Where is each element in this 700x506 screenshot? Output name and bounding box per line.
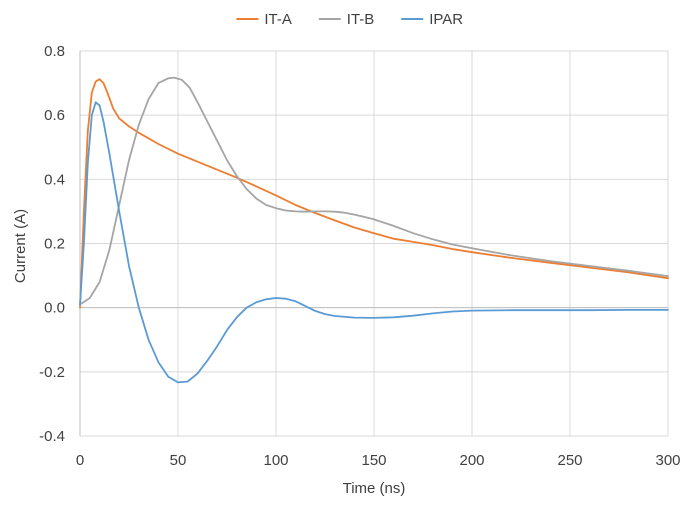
x-tick-label: 0 [76,452,84,469]
x-tick-label: 300 [655,452,680,469]
y-tick-label: 0.0 [44,300,65,317]
x-tick-label: 50 [170,452,187,469]
x-tick-label: 150 [361,452,386,469]
series-line-it-b [79,76,669,306]
series-lines [79,76,669,384]
x-tick-label: 200 [459,452,484,469]
tick-labels: 0 50 100 150 200 250 300 -0.4 -0.2 0.0 0.2 0.4 0.6 0.… [39,43,680,469]
series-line-ipar [79,101,669,384]
series-line-it-a [79,78,669,309]
x-tick-label: 100 [263,452,288,469]
legend-label-ipar: IPAR [429,11,463,28]
y-tick-label: -0.4 [39,428,65,445]
y-tick-label: 0.4 [44,171,65,188]
y-tick-label: -0.2 [39,364,65,381]
axes [79,51,668,436]
x-tick-label: 250 [557,452,582,469]
y-tick-label: 0.6 [44,107,65,124]
y-tick-label: 0.2 [44,236,65,253]
legend-label-it-b: IT-B [347,11,375,28]
legend-label-it-a: IT-A [264,11,292,28]
legend: IT-A IT-B IPAR [236,11,463,28]
x-axis-title: Time (ns) [343,480,406,497]
y-tick-label: 0.8 [44,43,65,60]
y-axis-title: Current (A) [12,209,29,283]
